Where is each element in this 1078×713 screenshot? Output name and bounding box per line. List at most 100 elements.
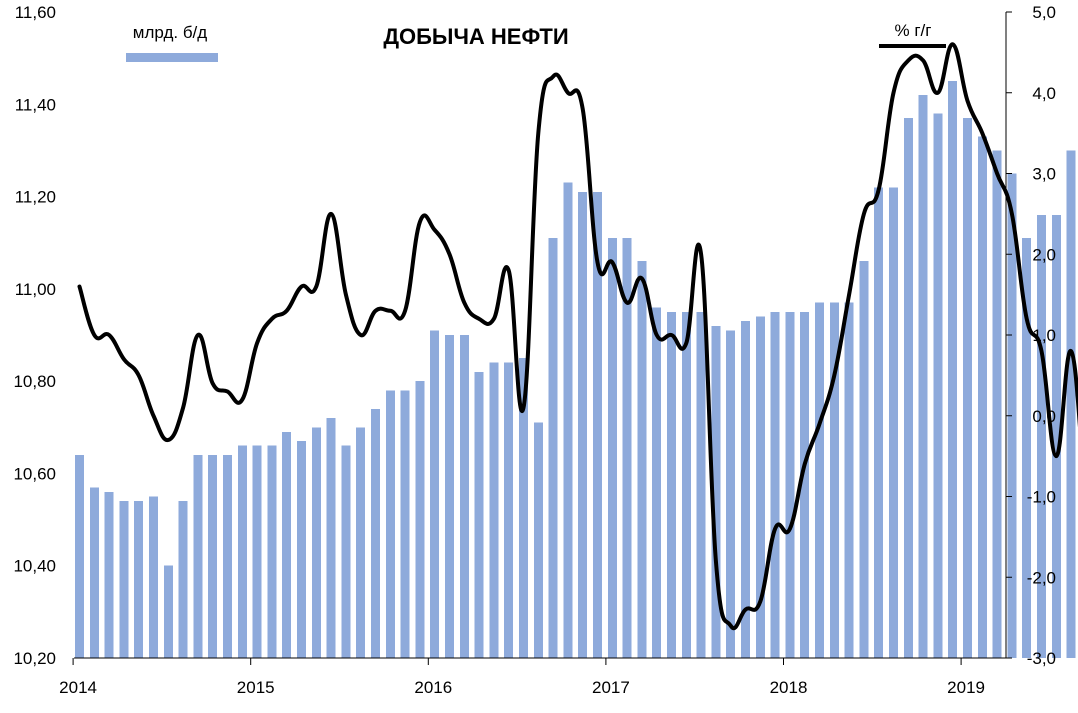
bar-2019-05	[1022, 238, 1032, 658]
bar-2017-02	[622, 238, 632, 658]
bar-2016-02	[445, 335, 454, 658]
bar-2018-05	[844, 302, 854, 658]
bar-2015-07	[341, 445, 351, 658]
bar-2018-07	[874, 187, 884, 658]
bar-2017-04	[652, 307, 662, 658]
left-tick-label-4: 11,00	[15, 280, 56, 299]
bar-2015-05	[311, 427, 321, 658]
legend-bar-swatch	[126, 53, 218, 62]
bar-2017-08	[711, 325, 721, 658]
left-tick-label-6: 11,40	[15, 95, 56, 114]
bar-2014-05	[134, 501, 144, 658]
bar-2017-07	[696, 311, 706, 658]
labels-layer: ДОБЫЧА НЕФТИ млрд. б/д % г/г	[126, 21, 946, 62]
bars-layer	[75, 81, 1076, 659]
right-tick-label-8: 5,0	[1032, 3, 1056, 22]
bar-2018-08	[889, 187, 898, 658]
bar-2014-03	[104, 491, 114, 658]
right-unit-label: % г/г	[895, 21, 932, 40]
bar-2019-03	[992, 150, 1002, 658]
bar-2017-05	[667, 311, 676, 658]
bar-2014-09	[193, 454, 203, 658]
bar-2019-06	[1037, 215, 1046, 658]
left-unit-label: млрд. б/д	[133, 23, 207, 42]
bar-2017-06	[681, 311, 691, 658]
bar-2017-01	[607, 238, 617, 658]
left-tick-label-1: 10,40	[13, 557, 56, 576]
bar-2015-06	[326, 418, 336, 658]
right-tick-label-7: 4,0	[1032, 84, 1056, 103]
bar-2018-12	[948, 81, 958, 658]
bar-2014-11	[223, 454, 232, 658]
bar-2014-07	[163, 565, 173, 658]
bar-2017-03	[637, 261, 647, 658]
bar-2015-01	[252, 445, 262, 658]
bar-2015-02	[267, 445, 277, 658]
right-tick-label-0: -3,0	[1027, 649, 1056, 668]
left-tick-label-3: 10,80	[13, 372, 56, 391]
bar-2018-01	[785, 311, 795, 658]
x-tick-label-2019: 2019	[947, 678, 985, 697]
left-tick-label-2: 10,60	[13, 464, 56, 483]
bar-2014-04	[119, 501, 129, 658]
bar-2015-08	[356, 427, 366, 658]
bar-2014-08	[178, 501, 188, 658]
line-layer	[77, 42, 1078, 630]
x-tick-label-2018: 2018	[770, 678, 808, 697]
bar-2018-10	[918, 95, 928, 658]
bar-2017-12	[770, 311, 780, 658]
bar-2016-07	[519, 358, 528, 658]
x-tick-label-2014: 2014	[59, 678, 97, 697]
right-tick-label-2: -1,0	[1027, 488, 1056, 507]
bar-2016-01	[430, 330, 440, 658]
right-tick-label-1: -2,0	[1027, 568, 1056, 587]
bar-2016-04	[474, 371, 484, 658]
bar-2017-09	[726, 330, 736, 658]
bar-2018-02	[800, 311, 810, 658]
bar-2016-06	[504, 362, 514, 658]
bar-2016-08	[533, 422, 543, 658]
bar-2015-11	[400, 390, 410, 658]
bar-2014-01	[75, 454, 84, 658]
right-tick-label-4: 1,0	[1032, 326, 1056, 345]
bar-2015-10	[385, 390, 395, 658]
right-tick-label-5: 2,0	[1032, 245, 1056, 264]
bar-2015-09	[371, 408, 380, 658]
bar-2018-11	[933, 113, 943, 658]
bar-2015-03	[282, 431, 292, 658]
bar-2017-10	[741, 321, 750, 658]
x-tick-label-2015: 2015	[237, 678, 275, 697]
yoy-growth-line	[77, 42, 1078, 630]
left-tick-label-5: 11,20	[15, 188, 56, 207]
bar-2018-03	[815, 302, 824, 658]
axes-layer: 2014201520162017201820192020-3,0-2,0-1,0…	[13, 3, 1056, 697]
bar-2019-07	[1051, 215, 1061, 658]
right-tick-label-3: 0,0	[1032, 407, 1056, 426]
bar-2016-03	[459, 335, 469, 658]
bar-2017-11	[755, 316, 765, 658]
bar-2016-10	[563, 182, 573, 659]
bar-2019-08	[1066, 150, 1076, 658]
bar-2015-12	[415, 381, 425, 658]
bar-2014-12	[237, 445, 247, 658]
bar-2019-01	[963, 118, 972, 658]
chart-title: ДОБЫЧА НЕФТИ	[383, 24, 568, 49]
bar-2015-04	[297, 441, 306, 658]
right-tick-label-6: 3,0	[1032, 165, 1056, 184]
bar-2016-12	[593, 191, 602, 658]
bar-2018-09	[903, 118, 913, 658]
left-tick-label-7: 11,60	[15, 3, 56, 22]
x-tick-label-2017: 2017	[592, 678, 630, 697]
bar-2019-02	[977, 136, 987, 659]
bar-2016-05	[489, 362, 499, 658]
bar-2018-04	[829, 302, 839, 658]
bar-2018-06	[859, 261, 869, 658]
bar-2014-06	[149, 496, 158, 658]
bar-2016-09	[548, 238, 558, 658]
bar-2014-02	[89, 487, 99, 658]
x-tick-label-2016: 2016	[414, 678, 452, 697]
left-tick-label-0: 10,20	[13, 649, 56, 668]
bar-2016-11	[578, 191, 588, 658]
